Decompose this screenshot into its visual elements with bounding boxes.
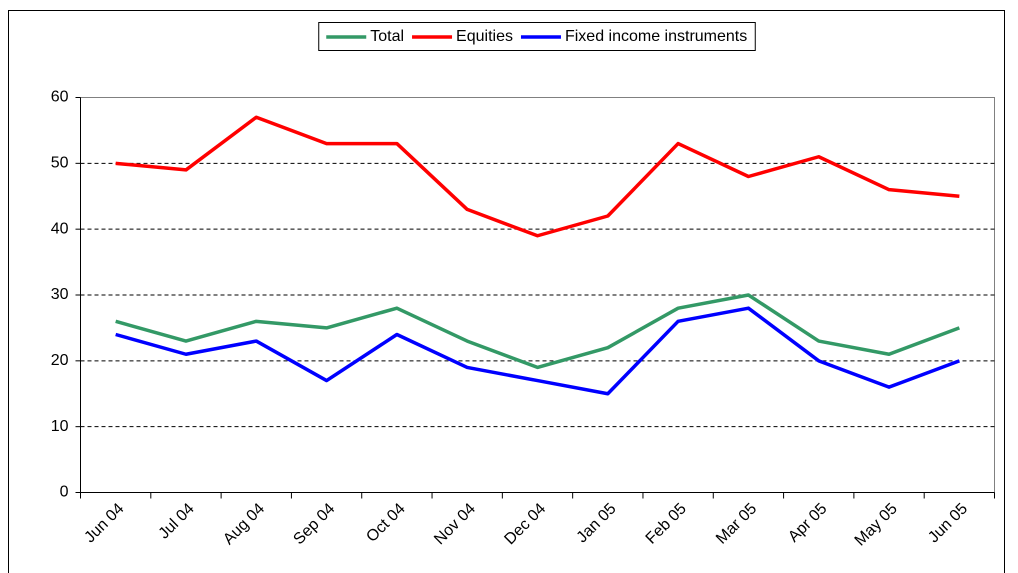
legend-label: Total	[370, 28, 404, 45]
y-tick-label: 50	[51, 155, 69, 172]
y-tick-label: 10	[51, 418, 69, 435]
series-line	[115, 306, 960, 396]
y-tick-label: 20	[51, 352, 69, 369]
y-tick-label: 40	[51, 220, 69, 237]
y-tick-label: 60	[51, 89, 69, 106]
series-line	[115, 293, 960, 370]
y-tick-label: 0	[60, 484, 69, 501]
series-line	[115, 115, 960, 238]
legend-label: Equities	[456, 28, 513, 45]
legend-label: Fixed income instruments	[565, 28, 747, 45]
y-tick-label: 30	[51, 286, 69, 303]
